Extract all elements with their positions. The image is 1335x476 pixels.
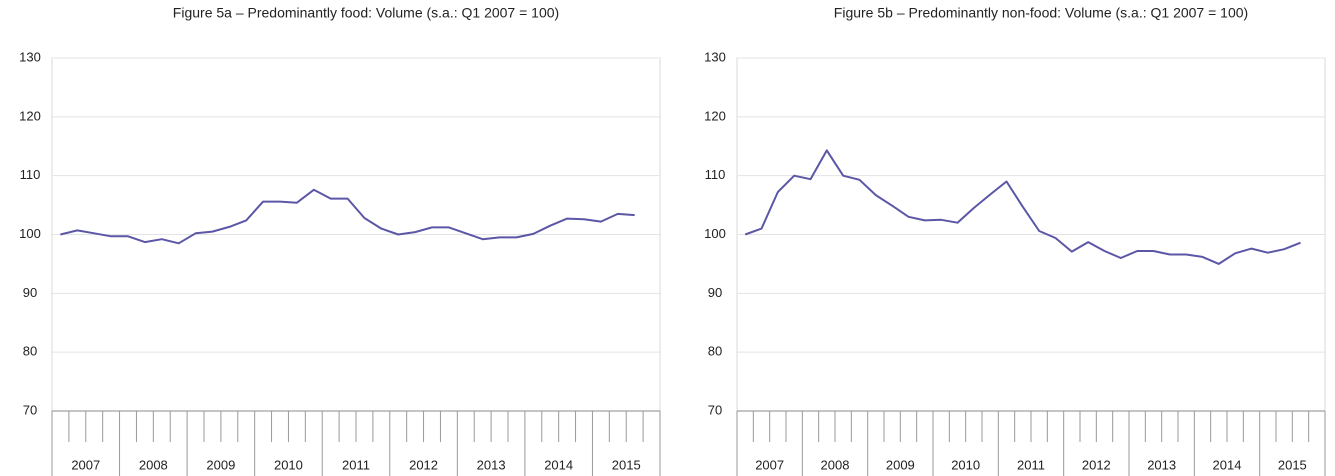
x-group-label: 2008: [139, 457, 168, 472]
y-tick-label: 70: [708, 402, 722, 417]
x-group-label: 2012: [1082, 457, 1111, 472]
y-tick-label: 80: [708, 344, 722, 359]
y-tick-label: 110: [705, 167, 726, 182]
x-group-label: 2009: [206, 457, 235, 472]
y-tick-label: 130: [19, 49, 41, 64]
chart-title: Figure 5b – Predominantly non-food: Volu…: [834, 5, 1248, 21]
chart: Figure 5b – Predominantly non-food: Volu…: [704, 5, 1326, 476]
y-tick-label: 120: [19, 108, 41, 123]
y-tick-label: 120: [704, 108, 726, 123]
x-group-label: 2007: [755, 457, 784, 472]
x-group-label: 2015: [1278, 457, 1307, 472]
chart-title: Figure 5a – Predominantly food: Volume (…: [173, 5, 559, 21]
y-tick-label: 100: [704, 226, 726, 241]
y-tick-label: 90: [708, 285, 722, 300]
x-group-label: 2007: [71, 457, 100, 472]
x-group-label: 2010: [951, 457, 980, 472]
x-group-label: 2014: [1213, 457, 1242, 472]
data-line: [744, 149, 1301, 265]
x-group-label: 2014: [544, 457, 573, 472]
chart: Figure 5a – Predominantly food: Volume (…: [19, 5, 661, 476]
x-group-label: 2008: [821, 457, 850, 472]
x-group-label: 2012: [409, 457, 438, 472]
y-tick-label: 100: [19, 226, 41, 241]
x-group-label: 2013: [477, 457, 506, 472]
x-group-label: 2015: [612, 457, 641, 472]
y-tick-label: 80: [23, 344, 37, 359]
y-tick-label: 130: [704, 49, 726, 64]
x-group-label: 2011: [1017, 457, 1045, 472]
y-tick-label: 90: [23, 285, 37, 300]
data-line: [60, 188, 635, 245]
x-group-label: 2010: [274, 457, 303, 472]
y-tick-label: 110: [20, 167, 41, 182]
x-group-label: 2013: [1147, 457, 1176, 472]
y-tick-label: 70: [23, 402, 37, 417]
x-group-label: 2011: [342, 457, 370, 472]
x-group-label: 2009: [886, 457, 915, 472]
